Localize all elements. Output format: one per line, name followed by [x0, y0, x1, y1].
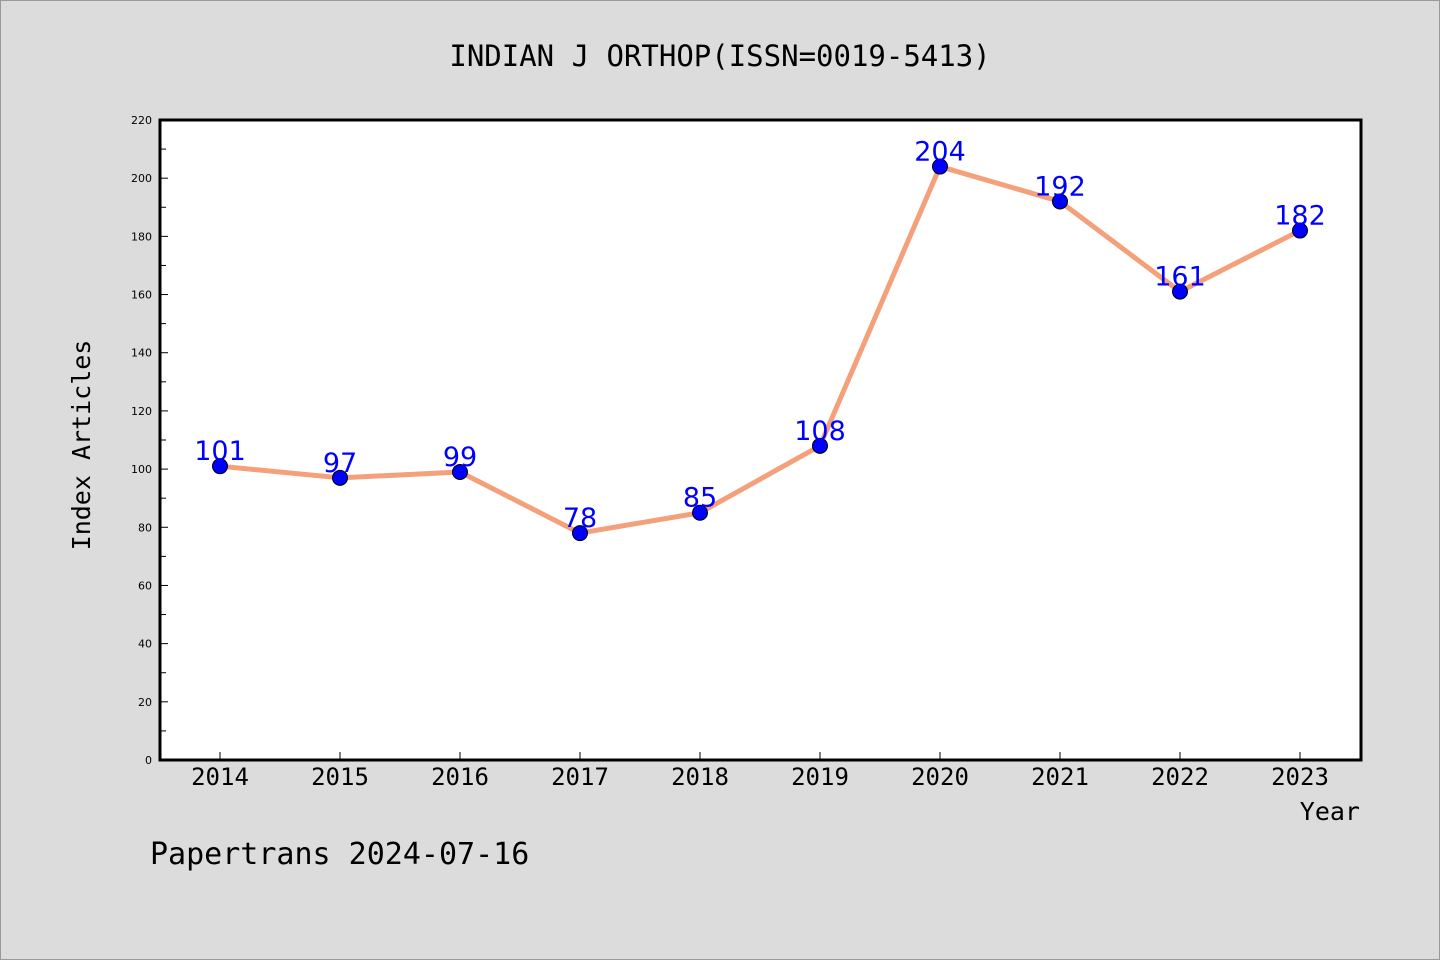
data-label-2022: 161: [1154, 262, 1206, 293]
data-label-2018: 85: [683, 483, 717, 514]
x-axis-label: Year: [1300, 797, 1360, 826]
x-axis: 2014 2015 2016 2017 2018 2019 2020 2021 2022 2023: [191, 752, 1329, 791]
data-labels: 101 97 99 78 85 108 204 192 161 182: [194, 137, 1326, 535]
data-point-2021: [1052, 193, 1068, 210]
y-tick-label: 220: [131, 114, 152, 127]
data-label-2014: 101: [194, 436, 246, 467]
data-label-2021: 192: [1034, 171, 1086, 202]
x-tick-label: 2015: [311, 763, 369, 791]
y-tick-label: 200: [131, 172, 152, 185]
x-tick-label: 2020: [911, 763, 969, 791]
data-point-2018: [692, 504, 708, 521]
x-tick-label: 2014: [191, 763, 249, 791]
data-point-2019: [812, 437, 828, 454]
data-point-2023: [1292, 222, 1308, 239]
y-tick-label: 80: [138, 521, 152, 534]
plot-area: [158, 118, 1363, 762]
x-tick-label: 2022: [1151, 763, 1209, 791]
data-point-2020: [932, 158, 948, 175]
data-point-2014: [212, 458, 228, 475]
series-line: [219, 164, 1302, 536]
x-tick-label: 2017: [551, 763, 609, 791]
x-tick-label: 2016: [431, 763, 489, 791]
y-axis-label: Index Articles: [67, 340, 96, 551]
data-point-2017: [572, 525, 588, 542]
y-tick-label: 160: [131, 289, 152, 302]
y-tick-label: 120: [131, 405, 152, 418]
data-label-2016: 99: [443, 442, 477, 473]
data-label-2019: 108: [794, 416, 846, 447]
y-tick-label: 100: [131, 463, 152, 476]
y-tick-label: 0: [145, 754, 152, 767]
source-footer: Papertrans 2024-07-16: [150, 837, 529, 872]
x-tick-label: 2023: [1271, 763, 1329, 791]
x-tick-label: 2021: [1031, 763, 1089, 791]
y-tick-label: 140: [131, 347, 152, 360]
data-label-2023: 182: [1274, 201, 1326, 232]
data-label-2020: 204: [914, 137, 966, 168]
chart-title: INDIAN J ORTHOP(ISSN=0019-5413): [449, 39, 990, 73]
x-tick-label: 2019: [791, 763, 849, 791]
y-tick-label: 20: [138, 696, 152, 709]
y-axis: 0 20 40 60 80 100 120 140 160 180 200 220: [131, 114, 168, 767]
data-points: [212, 158, 1308, 542]
data-label-2017: 78: [563, 503, 597, 534]
y-tick-label: 40: [138, 638, 152, 651]
y-tick-label: 60: [138, 579, 152, 592]
data-point-2022: [1172, 283, 1188, 300]
data-label-2015: 97: [323, 448, 357, 479]
data-point-2015: [332, 469, 348, 486]
data-point-2016: [452, 464, 468, 480]
x-tick-label: 2018: [671, 763, 729, 791]
y-tick-label: 180: [131, 230, 152, 243]
series-line-group: [219, 164, 1302, 536]
